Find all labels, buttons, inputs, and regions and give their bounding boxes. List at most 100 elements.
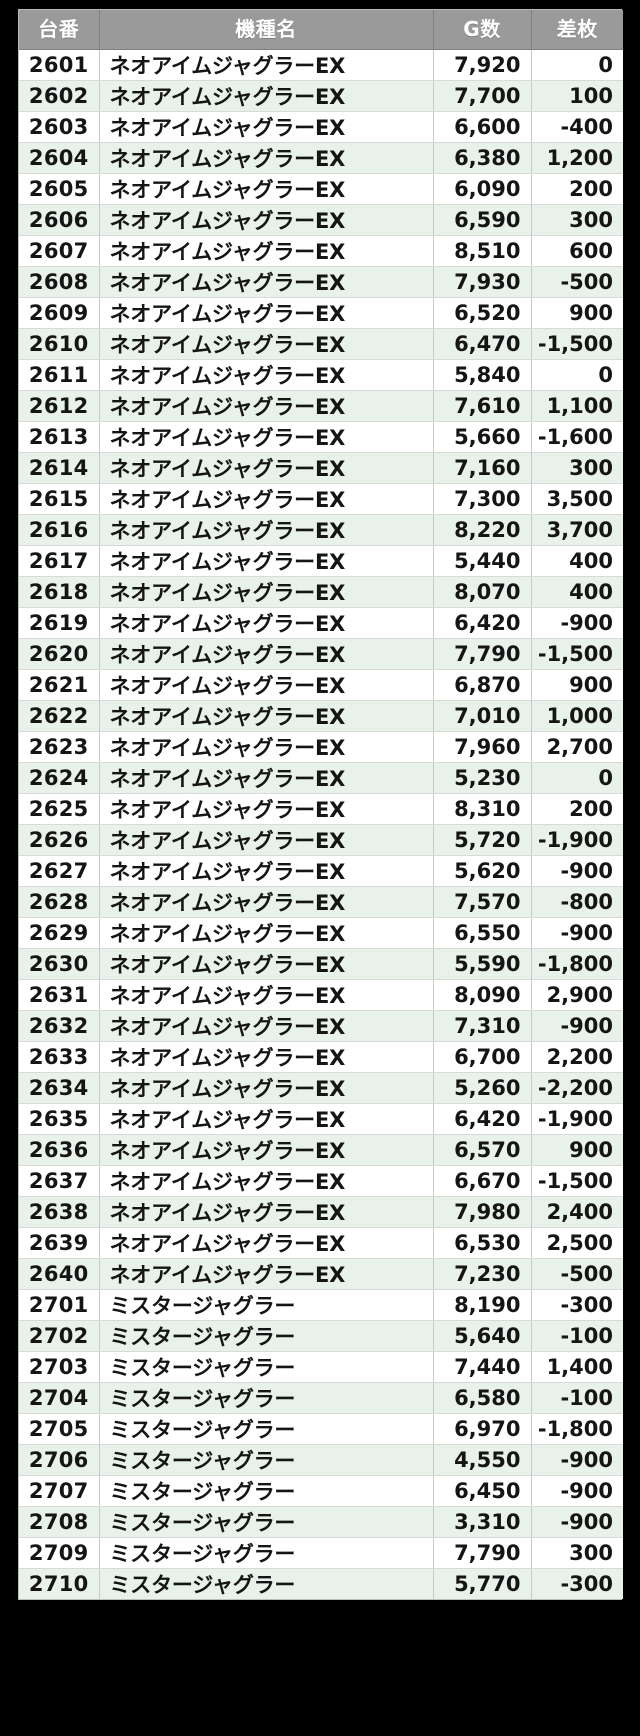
table-row[interactable]: 2623 ネオアイムジャグラーEX 7,960 2,700 — [19, 731, 623, 763]
cell-g: 6,380 — [433, 142, 532, 174]
cell-name: ネオアイムジャグラーEX — [99, 824, 434, 856]
table-row[interactable]: 2602 ネオアイムジャグラーEX 7,700 100 — [19, 80, 623, 112]
table-row[interactable]: 2619 ネオアイムジャグラーEX 6,420 -900 — [19, 607, 623, 639]
cell-g: 7,440 — [433, 1351, 532, 1383]
cell-diff: 900 — [531, 669, 623, 701]
cell-dai: 2640 — [19, 1258, 100, 1290]
cell-name: ネオアイムジャグラーEX — [99, 1103, 434, 1135]
column-header-dai[interactable]: 台番 — [19, 10, 100, 50]
table-row[interactable]: 2702 ミスタージャグラー 5,640 -100 — [19, 1320, 623, 1352]
cell-dai: 2623 — [19, 731, 100, 763]
cell-g: 7,230 — [433, 1258, 532, 1290]
cell-diff: 1,200 — [531, 142, 623, 174]
cell-g: 7,980 — [433, 1196, 532, 1228]
table-row[interactable]: 2614 ネオアイムジャグラーEX 7,160 300 — [19, 452, 623, 484]
cell-diff: 2,900 — [531, 979, 623, 1011]
table-body: 2601 ネオアイムジャグラーEX 7,920 0 2602 ネオアイムジャグラーEX 7,… — [19, 49, 623, 1599]
cell-dai: 2610 — [19, 328, 100, 360]
cell-g: 6,570 — [433, 1134, 532, 1166]
cell-name: ネオアイムジャグラーEX — [99, 49, 434, 81]
cell-g: 4,550 — [433, 1444, 532, 1476]
table-row[interactable]: 2622 ネオアイムジャグラーEX 7,010 1,000 — [19, 700, 623, 732]
table-row[interactable]: 2634 ネオアイムジャグラーEX 5,260 -2,200 — [19, 1072, 623, 1104]
cell-dai: 2706 — [19, 1444, 100, 1476]
cell-name: ミスタージャグラー — [99, 1506, 434, 1538]
cell-g: 8,220 — [433, 514, 532, 546]
cell-g: 7,930 — [433, 266, 532, 298]
cell-dai: 2606 — [19, 204, 100, 236]
table-row[interactable]: 2610 ネオアイムジャグラーEX 6,470 -1,500 — [19, 328, 623, 360]
cell-g: 6,420 — [433, 1103, 532, 1135]
cell-name: ネオアイムジャグラーEX — [99, 111, 434, 143]
cell-dai: 2630 — [19, 948, 100, 980]
cell-diff: 600 — [531, 235, 623, 267]
table-row[interactable]: 2638 ネオアイムジャグラーEX 7,980 2,400 — [19, 1196, 623, 1228]
table-row[interactable]: 2631 ネオアイムジャグラーEX 8,090 2,900 — [19, 979, 623, 1011]
cell-diff: -400 — [531, 111, 623, 143]
table-row[interactable]: 2616 ネオアイムジャグラーEX 8,220 3,700 — [19, 514, 623, 546]
table-row[interactable]: 2625 ネオアイムジャグラーEX 8,310 200 — [19, 793, 623, 825]
table-row[interactable]: 2703 ミスタージャグラー 7,440 1,400 — [19, 1351, 623, 1383]
table-row[interactable]: 2624 ネオアイムジャグラーEX 5,230 0 — [19, 762, 623, 794]
table-row[interactable]: 2609 ネオアイムジャグラーEX 6,520 900 — [19, 297, 623, 329]
table-row[interactable]: 2636 ネオアイムジャグラーEX 6,570 900 — [19, 1134, 623, 1166]
table-row[interactable]: 2710 ミスタージャグラー 5,770 -300 — [19, 1568, 623, 1599]
table-row[interactable]: 2620 ネオアイムジャグラーEX 7,790 -1,500 — [19, 638, 623, 670]
table-row[interactable]: 2633 ネオアイムジャグラーEX 6,700 2,200 — [19, 1041, 623, 1073]
table-row[interactable]: 2704 ミスタージャグラー 6,580 -100 — [19, 1382, 623, 1414]
table-row[interactable]: 2708 ミスタージャグラー 3,310 -900 — [19, 1506, 623, 1538]
cell-g: 8,070 — [433, 576, 532, 608]
table-row[interactable]: 2606 ネオアイムジャグラーEX 6,590 300 — [19, 204, 623, 236]
cell-diff: 2,700 — [531, 731, 623, 763]
column-header-name[interactable]: 機種名 — [99, 10, 434, 50]
cell-name: ミスタージャグラー — [99, 1568, 434, 1599]
table-row[interactable]: 2603 ネオアイムジャグラーEX 6,600 -400 — [19, 111, 623, 143]
table-row[interactable]: 2613 ネオアイムジャグラーEX 5,660 -1,600 — [19, 421, 623, 453]
table-row[interactable]: 2639 ネオアイムジャグラーEX 6,530 2,500 — [19, 1227, 623, 1259]
table-row[interactable]: 2628 ネオアイムジャグラーEX 7,570 -800 — [19, 886, 623, 918]
table-row[interactable]: 2617 ネオアイムジャグラーEX 5,440 400 — [19, 545, 623, 577]
table-row[interactable]: 2701 ミスタージャグラー 8,190 -300 — [19, 1289, 623, 1321]
table-row[interactable]: 2635 ネオアイムジャグラーEX 6,420 -1,900 — [19, 1103, 623, 1135]
table-row[interactable]: 2709 ミスタージャグラー 7,790 300 — [19, 1537, 623, 1569]
column-header-g[interactable]: G数 — [433, 10, 532, 50]
table-row[interactable]: 2706 ミスタージャグラー 4,550 -900 — [19, 1444, 623, 1476]
table-row[interactable]: 2607 ネオアイムジャグラーEX 8,510 600 — [19, 235, 623, 267]
table-row[interactable]: 2626 ネオアイムジャグラーEX 5,720 -1,900 — [19, 824, 623, 856]
cell-diff: -1,500 — [531, 328, 623, 360]
table-row[interactable]: 2615 ネオアイムジャグラーEX 7,300 3,500 — [19, 483, 623, 515]
table-row[interactable]: 2621 ネオアイムジャグラーEX 6,870 900 — [19, 669, 623, 701]
cell-name: ネオアイムジャグラーEX — [99, 297, 434, 329]
cell-g: 6,700 — [433, 1041, 532, 1073]
cell-name: ネオアイムジャグラーEX — [99, 204, 434, 236]
table-row[interactable]: 2632 ネオアイムジャグラーEX 7,310 -900 — [19, 1010, 623, 1042]
cell-name: ネオアイムジャグラーEX — [99, 576, 434, 608]
cell-dai: 2625 — [19, 793, 100, 825]
column-header-diff[interactable]: 差枚 — [531, 10, 623, 50]
cell-dai: 2710 — [19, 1568, 100, 1599]
table-row[interactable]: 2612 ネオアイムジャグラーEX 7,610 1,100 — [19, 390, 623, 422]
table-row[interactable]: 2637 ネオアイムジャグラーEX 6,670 -1,500 — [19, 1165, 623, 1197]
cell-g: 5,260 — [433, 1072, 532, 1104]
cell-g: 5,770 — [433, 1568, 532, 1599]
cell-name: ミスタージャグラー — [99, 1320, 434, 1352]
cell-name: ネオアイムジャグラーEX — [99, 328, 434, 360]
table-row[interactable]: 2629 ネオアイムジャグラーEX 6,550 -900 — [19, 917, 623, 949]
cell-dai: 2634 — [19, 1072, 100, 1104]
table-row[interactable]: 2611 ネオアイムジャグラーEX 5,840 0 — [19, 359, 623, 391]
table-row[interactable]: 2618 ネオアイムジャグラーEX 8,070 400 — [19, 576, 623, 608]
cell-dai: 2628 — [19, 886, 100, 918]
table-row[interactable]: 2601 ネオアイムジャグラーEX 7,920 0 — [19, 49, 623, 81]
table-row[interactable]: 2604 ネオアイムジャグラーEX 6,380 1,200 — [19, 142, 623, 174]
table-row[interactable]: 2707 ミスタージャグラー 6,450 -900 — [19, 1475, 623, 1507]
table-row[interactable]: 2627 ネオアイムジャグラーEX 5,620 -900 — [19, 855, 623, 887]
table-row[interactable]: 2705 ミスタージャグラー 6,970 -1,800 — [19, 1413, 623, 1445]
cell-name: ネオアイムジャグラーEX — [99, 1227, 434, 1259]
cell-name: ネオアイムジャグラーEX — [99, 700, 434, 732]
cell-diff: -800 — [531, 886, 623, 918]
table-row[interactable]: 2608 ネオアイムジャグラーEX 7,930 -500 — [19, 266, 623, 298]
table-row[interactable]: 2630 ネオアイムジャグラーEX 5,590 -1,800 — [19, 948, 623, 980]
table-row[interactable]: 2640 ネオアイムジャグラーEX 7,230 -500 — [19, 1258, 623, 1290]
table-row[interactable]: 2605 ネオアイムジャグラーEX 6,090 200 — [19, 173, 623, 205]
cell-dai: 2703 — [19, 1351, 100, 1383]
